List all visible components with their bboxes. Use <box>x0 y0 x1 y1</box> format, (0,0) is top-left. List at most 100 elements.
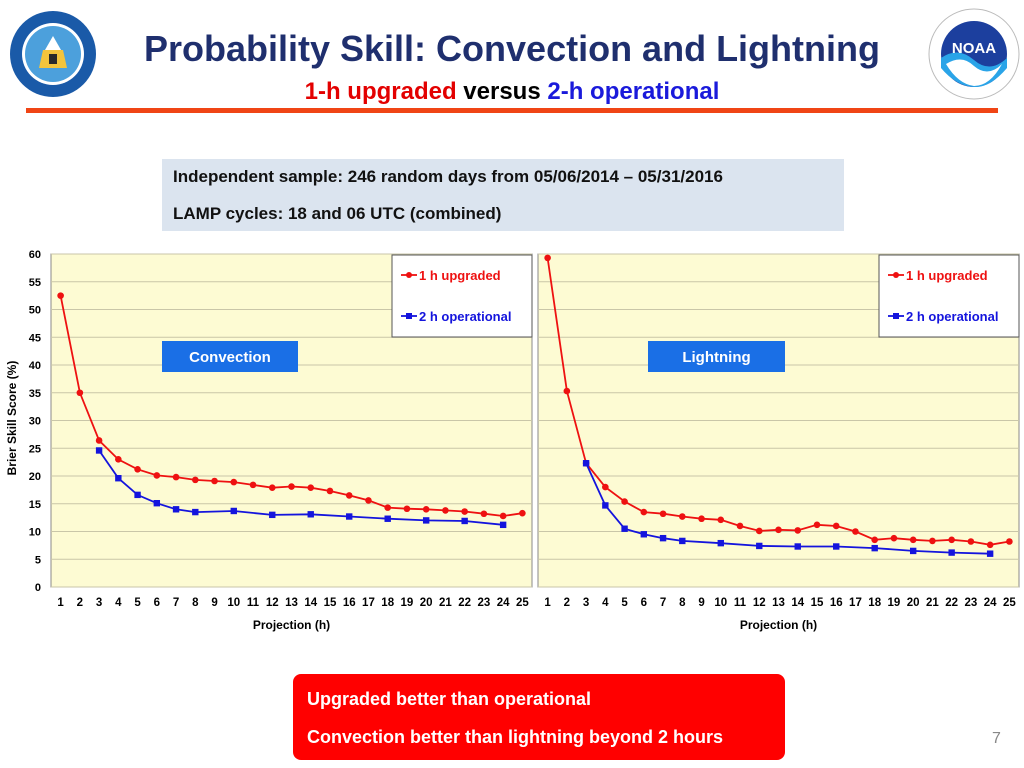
upgraded-data-point <box>602 483 609 491</box>
panel-label-box <box>162 341 298 372</box>
upgraded-data-point <box>365 497 372 504</box>
operational-data-point <box>871 544 878 552</box>
upgraded-data-point <box>211 477 218 485</box>
upgraded-data-point <box>115 456 122 463</box>
upgraded-data-point <box>422 506 430 513</box>
x-tick-label: 1 <box>57 597 64 609</box>
y-tick-label: 5 <box>35 554 41 566</box>
x-tick-label: 10 <box>227 597 240 609</box>
upgraded-data-point <box>736 522 744 530</box>
x-tick-label: 16 <box>343 597 356 609</box>
upgraded-data-point <box>403 505 411 513</box>
upgraded-data-point <box>852 528 859 535</box>
x-tick-label: 1 <box>544 597 551 609</box>
x-tick-label: 10 <box>714 597 727 609</box>
legend-entry: 1 h upgraded <box>419 268 501 283</box>
sample-info-line: Independent sample: 246 random days from… <box>173 167 723 186</box>
upgraded-data-point <box>659 510 667 518</box>
noaa-logo-text: NOAA <box>952 40 996 57</box>
x-tick-label: 24 <box>984 597 997 609</box>
conclusion-box: Upgraded better than operational Convect… <box>293 674 785 760</box>
upgraded-data-point <box>929 537 936 545</box>
operational-data-point <box>384 515 391 522</box>
x-tick-label: 2 <box>564 597 570 609</box>
x-tick-label: 16 <box>830 597 843 609</box>
operational-data-point <box>794 543 801 550</box>
operational-data-point <box>948 549 955 556</box>
x-tick-label: 23 <box>478 597 491 609</box>
upgraded-data-point <box>909 536 917 544</box>
x-tick-label: 2 <box>77 597 83 609</box>
x-tick-label: 19 <box>888 597 901 609</box>
y-tick-label: 25 <box>29 443 41 455</box>
title-divider <box>26 108 998 113</box>
operational-data-point <box>461 517 468 525</box>
upgraded-data-point <box>717 516 725 524</box>
legend-marker <box>406 313 412 319</box>
operational-data-point <box>134 491 141 499</box>
operational-data-point <box>346 513 353 520</box>
upgraded-data-point <box>76 389 84 397</box>
department-of-commerce-logo <box>10 11 96 97</box>
upgraded-data-point <box>755 527 763 535</box>
upgraded-data-point <box>679 513 686 520</box>
x-tick-label: 21 <box>926 597 939 609</box>
x-tick-label: 6 <box>641 597 647 609</box>
operational-data-point <box>602 502 609 509</box>
x-tick-label: 15 <box>324 597 337 609</box>
upgraded-data-point <box>288 483 295 490</box>
operational-data-point <box>499 521 507 529</box>
y-tick-label: 35 <box>29 388 41 400</box>
operational-data-point <box>986 550 994 557</box>
x-tick-label: 14 <box>304 597 317 609</box>
y-tick-label: 10 <box>29 527 41 539</box>
x-tick-label: 7 <box>660 597 666 609</box>
legend-box <box>391 254 533 338</box>
cycles-info-line: LAMP cycles: 18 and 06 UTC (combined) <box>173 204 502 223</box>
x-tick-label: 4 <box>115 597 122 609</box>
operational-data-point <box>756 542 763 550</box>
panel-label: Lightning <box>682 349 750 366</box>
upgraded-data-point <box>832 522 840 530</box>
conclusion-line-2: Convection better than lightning beyond … <box>307 727 724 747</box>
x-tick-label: 25 <box>1003 597 1016 609</box>
x-tick-label: 13 <box>772 597 785 609</box>
subtitle-versus: versus <box>456 78 548 105</box>
x-tick-label: 3 <box>96 597 102 609</box>
x-tick-label: 7 <box>173 597 179 609</box>
x-tick-label: 18 <box>868 597 881 609</box>
x-tick-label: 3 <box>583 597 589 609</box>
y-tick-label: 55 <box>29 277 41 289</box>
upgraded-data-point <box>192 476 199 484</box>
upgraded-data-point <box>519 509 526 517</box>
operational-data-point <box>230 507 237 515</box>
x-tick-label: 20 <box>420 597 433 609</box>
upgraded-data-point <box>813 521 821 529</box>
operational-data-point <box>95 447 103 454</box>
y-tick-label: 50 <box>29 305 41 317</box>
upgraded-data-point <box>384 504 392 511</box>
upgraded-data-point <box>621 498 628 505</box>
upgraded-data-point <box>499 512 507 520</box>
operational-data-point <box>833 543 840 550</box>
legend-marker <box>893 272 899 278</box>
panel-label-box <box>648 341 785 372</box>
panel-label: Convection <box>189 349 271 366</box>
x-tick-label: 17 <box>849 597 862 609</box>
y-tick-label: 45 <box>29 332 41 344</box>
x-tick-label: 6 <box>154 597 160 609</box>
y-tick-label: 60 <box>29 249 41 261</box>
upgraded-data-point <box>1006 538 1013 545</box>
upgraded-data-point <box>775 526 782 534</box>
upgraded-data-point <box>345 492 353 499</box>
operational-data-point <box>115 475 122 482</box>
y-tick-label: 30 <box>29 416 41 428</box>
operational-data-point <box>307 511 314 518</box>
upgraded-data-point <box>230 478 238 486</box>
upgraded-data-point <box>698 515 705 523</box>
legend-entry: 1 h upgraded <box>906 268 988 283</box>
upgraded-data-point <box>57 292 64 299</box>
upgraded-data-point <box>268 484 276 491</box>
